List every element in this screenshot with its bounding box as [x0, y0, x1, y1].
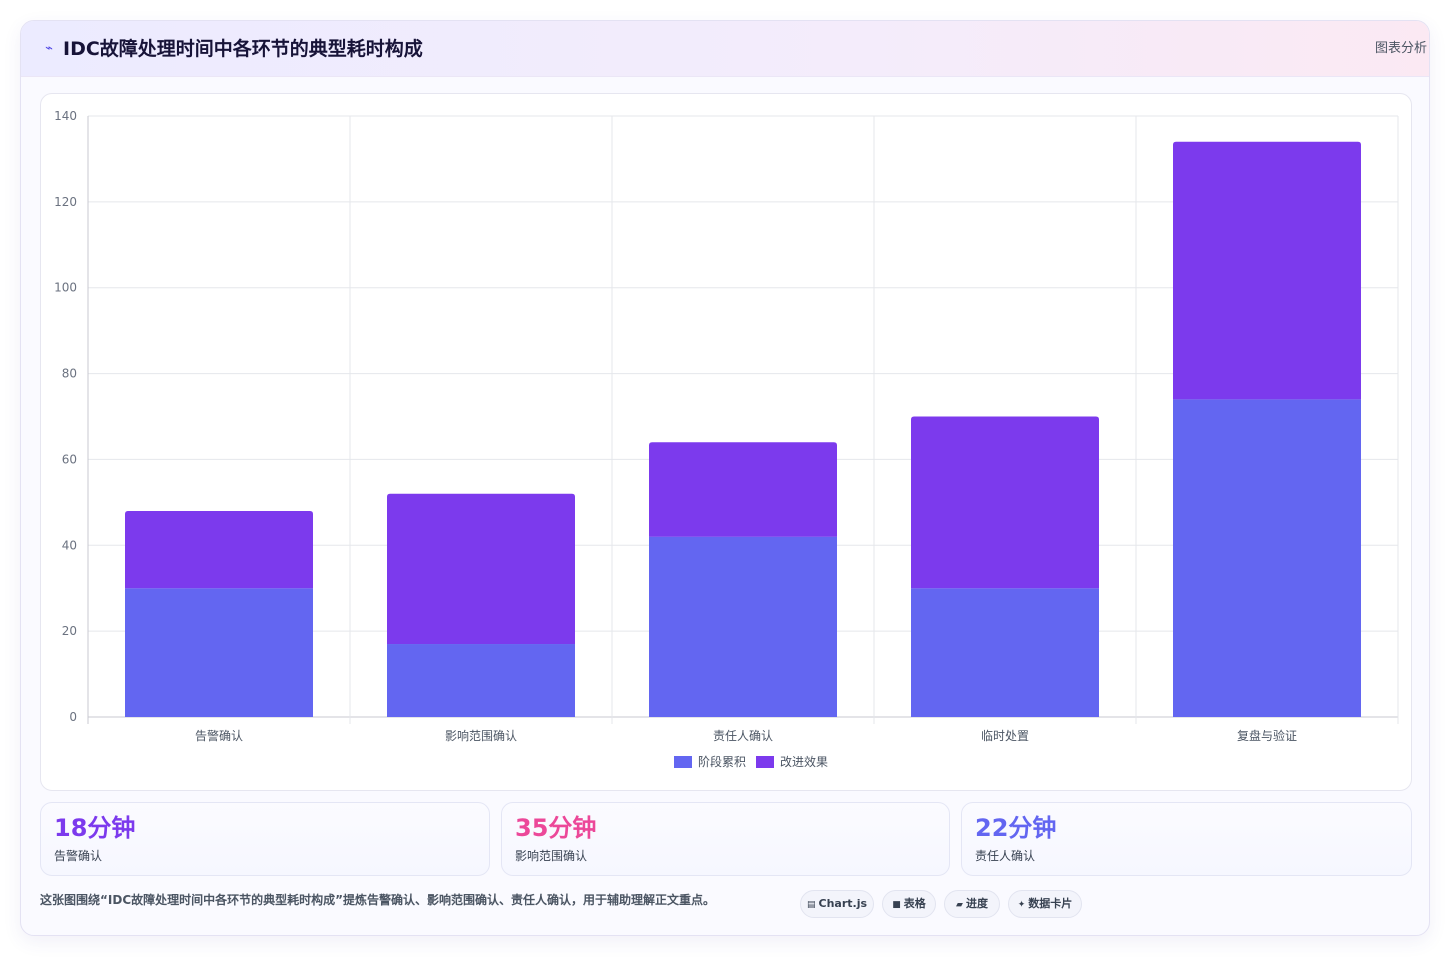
progress-icon: ▰	[956, 900, 963, 910]
chip-progress[interactable]: ▰ 进度	[944, 890, 1000, 918]
chip-data-cards[interactable]: ✦ 数据卡片	[1008, 890, 1082, 918]
x-tick-label: 临时处置	[981, 729, 1029, 743]
bar-segment	[911, 416, 1099, 589]
y-tick-label: 80	[62, 367, 77, 381]
chart-card: ⌁ IDC故障处理时间中各环节的典型耗时构成 图表分析 0 20 40 60 80 100…	[20, 20, 1430, 936]
stacked-bar-chart: 0 20 40 60 80 100 120 140 告警确认 影响范围确认 责任人确认 临时处置 复盘与…	[54, 109, 1399, 769]
bar-segment	[649, 442, 837, 537]
y-tick-label: 20	[62, 624, 77, 638]
stat-value: 35分钟	[515, 814, 597, 842]
bar-segment	[911, 588, 1099, 717]
legend-label: 改进效果	[780, 754, 828, 769]
y-tick-label: 60	[62, 452, 77, 466]
x-tick-label: 影响范围确认	[445, 728, 517, 743]
bar-segment	[1173, 141, 1361, 400]
y-tick-label: 40	[62, 538, 77, 552]
stat-card: 22分钟 责任人确认	[961, 802, 1412, 876]
bar-segment	[125, 510, 313, 589]
chip-label: Chart.js	[818, 897, 868, 910]
stat-value: 18分钟	[54, 814, 136, 842]
x-tick-label: 责任人确认	[713, 729, 773, 743]
bar-segment	[649, 536, 837, 717]
stat-card: 35分钟 影响范围确认	[501, 802, 950, 876]
y-tick-label: 100	[54, 281, 77, 295]
stat-label: 告警确认	[54, 849, 103, 863]
y-tick-label: 140	[54, 109, 77, 123]
chart-panel: 0 20 40 60 80 100 120 140 告警确认 影响范围确认 责任人确认 临时处置 复盘与…	[40, 93, 1412, 791]
y-tick-label: 120	[54, 195, 77, 209]
chip-chartjs[interactable]: ▤ Chart.js	[800, 890, 874, 918]
chart-icon: ▤	[806, 900, 816, 910]
chart-caption: 这张图围绕“IDC故障处理时间中各环节的典型耗时构成”提炼告警确认、影响范围确认…	[40, 893, 716, 907]
card-header: ⌁ IDC故障处理时间中各环节的典型耗时构成 图表分析	[21, 21, 1429, 77]
chip-label: 数据卡片	[1028, 897, 1073, 910]
stat-card: 18分钟 告警确认	[40, 802, 490, 876]
bar-segment	[387, 493, 575, 645]
chip-label: 进度	[965, 897, 988, 910]
x-tick-label: 复盘与验证	[1237, 728, 1297, 743]
page-title: IDC故障处理时间中各环节的典型耗时构成	[63, 38, 423, 60]
sparkle-icon: ✦	[1017, 900, 1026, 910]
stat-label: 影响范围确认	[515, 849, 588, 863]
chart-line-icon: ⌁	[45, 41, 53, 56]
stat-value: 22分钟	[975, 814, 1057, 842]
chip-label: 表格	[903, 897, 926, 910]
bar-segment	[125, 588, 313, 717]
legend-label: 阶段累积	[698, 754, 746, 769]
legend-swatch	[756, 756, 774, 768]
chip-table[interactable]: ■ 表格	[882, 890, 936, 918]
table-icon: ■	[892, 900, 901, 910]
bar-segment	[1173, 399, 1361, 717]
chart-analysis-label: 图表分析	[1374, 41, 1427, 56]
stat-label: 责任人确认	[975, 849, 1036, 863]
x-tick-label: 告警确认	[195, 728, 243, 743]
y-tick-label: 0	[69, 710, 77, 724]
bar-segment	[387, 644, 575, 717]
legend-swatch	[674, 756, 692, 768]
